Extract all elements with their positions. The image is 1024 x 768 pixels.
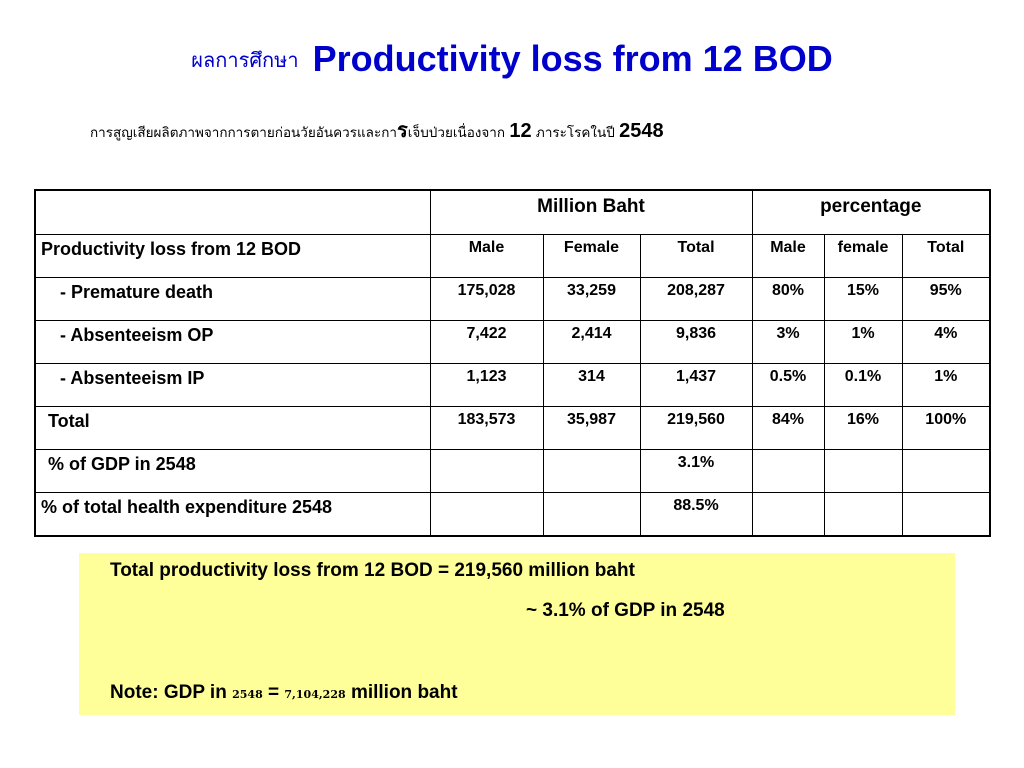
table-row-label: Productivity loss from 12 BOD — [34, 234, 431, 278]
note-suffix: million baht — [350, 682, 458, 703]
subtitle-number-bod: 12 — [509, 120, 532, 142]
note-year: 2548 — [232, 688, 263, 701]
table-cell: 1,437 — [639, 363, 753, 407]
table-cell: 33,259 — [542, 277, 641, 321]
table-cell: 1% — [901, 363, 991, 407]
subtitle-year: 2548 — [619, 120, 664, 142]
table-cell: 9,836 — [639, 320, 753, 364]
note-prefix: Note: GDP in — [110, 682, 227, 703]
table-row: - Premature death 175,028 33,259 208,287… — [34, 277, 991, 321]
page-title-english: Productivity loss from 12 BOD — [312, 38, 833, 79]
table-cell — [823, 449, 903, 493]
table-row-label: - Absenteeism IP — [34, 363, 431, 407]
table-cell: 175,028 — [429, 277, 544, 321]
subtitle-letter-ra: ร — [396, 120, 408, 142]
note-equals: = — [268, 682, 280, 703]
page-title-thai: ผลการศึกษา — [191, 48, 299, 72]
table-cell — [823, 492, 903, 537]
column-header: Male — [429, 234, 544, 278]
table-row: - Absenteeism OP 7,422 2,414 9,836 3% 1%… — [34, 320, 991, 364]
table-cell: 7,422 — [429, 320, 544, 364]
table-cell: 3.1% — [639, 449, 753, 493]
table-cell: 219,560 — [639, 406, 753, 450]
table-cell: 4% — [901, 320, 991, 364]
table-cell: 100% — [901, 406, 991, 450]
table-cell — [901, 449, 991, 493]
table-sub-header-row: Productivity loss from 12 BOD Male Femal… — [34, 234, 991, 278]
note-gdp-value: 7,104,228 — [284, 688, 346, 701]
table-row-label: - Absenteeism OP — [34, 320, 431, 364]
table-row-label: % of GDP in 2548 — [34, 449, 431, 493]
table-cell: 1% — [823, 320, 903, 364]
table-cell — [751, 449, 825, 493]
table-cell — [429, 492, 544, 537]
column-header: Total — [639, 234, 753, 278]
group-header-million-baht: Million Baht — [429, 189, 753, 235]
group-header-percentage: percentage — [751, 189, 991, 235]
table-row-label: Total — [34, 406, 431, 450]
table-row-total: Total 183,573 35,987 219,560 84% 16% 100… — [34, 406, 991, 450]
page-subtitle: การสูญเสียผลิตภาพจากการตายก่อนวัยอันควรแ… — [90, 114, 664, 146]
page-title: ผลการศึกษา Productivity loss from 12 BOD — [0, 38, 1024, 80]
table-group-header-row: Million Baht percentage — [34, 189, 991, 235]
table-cell: 80% — [751, 277, 825, 321]
column-header: Female — [542, 234, 641, 278]
table-row-health-expenditure: % of total health expenditure 2548 88.5% — [34, 492, 991, 537]
table-cell: 88.5% — [639, 492, 753, 537]
table-row-gdp: % of GDP in 2548 3.1% — [34, 449, 991, 493]
table-cell — [429, 449, 544, 493]
table-cell — [751, 492, 825, 537]
summary-total-line: Total productivity loss from 12 BOD = 21… — [110, 560, 635, 581]
table-row-label: % of total health expenditure 2548 — [34, 492, 431, 537]
table-cell: 183,573 — [429, 406, 544, 450]
table-corner-cell — [34, 189, 431, 235]
table-cell: 0.1% — [823, 363, 903, 407]
table-cell: 15% — [823, 277, 903, 321]
column-header: Total — [901, 234, 991, 278]
subtitle-text-3: ภาระโรคในปี — [535, 125, 615, 141]
summary-box: Total productivity loss from 12 BOD = 21… — [79, 553, 955, 715]
summary-gdp-line: ~ 3.1% of GDP in 2548 — [526, 600, 725, 621]
table-cell — [542, 449, 641, 493]
table-cell: 0.5% — [751, 363, 825, 407]
table-cell: 208,287 — [639, 277, 753, 321]
table-cell: 1,123 — [429, 363, 544, 407]
table-row-label: - Premature death — [34, 277, 431, 321]
column-header: female — [823, 234, 903, 278]
table-cell: 2,414 — [542, 320, 641, 364]
summary-note-line: Note: GDP in 2548 = 7,104,228 million ba… — [110, 682, 458, 704]
productivity-loss-table: Million Baht percentage Productivity los… — [34, 189, 992, 537]
table-cell: 314 — [542, 363, 641, 407]
table-cell — [901, 492, 991, 537]
table-cell: 35,987 — [542, 406, 641, 450]
table-cell: 84% — [751, 406, 825, 450]
subtitle-text-1: การสูญเสียผลิตภาพจากการตายก่อนวัยอันควรแ… — [90, 125, 397, 141]
table-cell: 16% — [823, 406, 903, 450]
table-cell: 3% — [751, 320, 825, 364]
table-row: - Absenteeism IP 1,123 314 1,437 0.5% 0.… — [34, 363, 991, 407]
table-cell: 95% — [901, 277, 991, 321]
subtitle-text-2: เจ็บป่วยเนื่องจาก — [407, 125, 506, 141]
table-cell — [542, 492, 641, 537]
column-header: Male — [751, 234, 825, 278]
